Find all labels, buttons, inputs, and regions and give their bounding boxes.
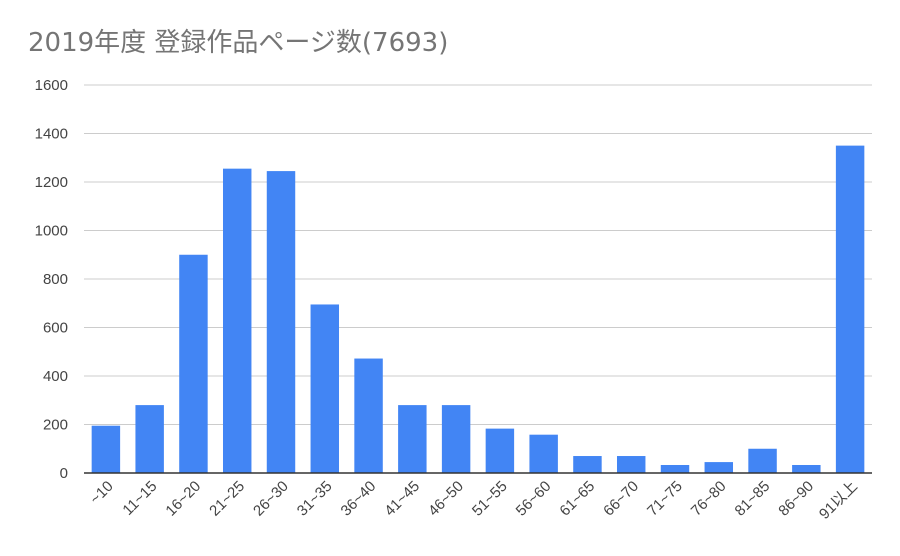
bar-7: [398, 405, 427, 473]
bar-17: [835, 145, 865, 473]
x-tick-label: 66~70: [600, 478, 642, 520]
x-tick-label: 56~60: [513, 478, 555, 520]
bar-5: [310, 304, 340, 473]
bar-0: [91, 425, 121, 473]
bar-15: [748, 448, 777, 473]
y-tick-label: 1600: [35, 77, 68, 94]
bar-14: [704, 462, 734, 473]
x-tick-label: 51~55: [469, 478, 511, 520]
bar-3: [222, 168, 252, 473]
bar-4: [266, 171, 296, 473]
x-tick-label: 26~30: [250, 478, 292, 520]
x-tick-label: 41~45: [381, 478, 423, 520]
x-tick-label: 46~50: [425, 478, 467, 520]
x-tick-label: ~10: [87, 478, 117, 508]
x-tick-label: 61~65: [556, 478, 598, 520]
y-tick-label: 800: [43, 271, 68, 288]
y-tick-label: 1000: [35, 223, 68, 240]
x-tick-label: 91以上: [816, 478, 861, 523]
x-tick-label: 16~20: [162, 478, 204, 520]
y-tick-label: 1400: [35, 126, 68, 143]
bar-16: [792, 464, 821, 473]
x-tick-label: 31~35: [294, 478, 336, 520]
x-tick-label: 21~25: [206, 478, 248, 520]
x-tick-label: 76~80: [688, 478, 730, 520]
bar-1: [135, 405, 164, 473]
bar-13: [660, 464, 690, 473]
bar-8: [441, 405, 471, 473]
x-tick-label: 11~15: [119, 478, 160, 519]
bar-6: [354, 358, 383, 473]
x-tick-label: 86~90: [775, 478, 817, 520]
x-tick-label: 81~85: [732, 478, 774, 520]
x-tick-label: 71~75: [644, 478, 686, 520]
bar-10: [529, 434, 558, 473]
y-tick-label: 600: [43, 320, 68, 337]
chart-title: 2019年度 登録作品ページ数(7693): [28, 28, 449, 58]
bar-2: [179, 254, 208, 473]
bar-11: [573, 456, 602, 473]
y-tick-label: 400: [43, 368, 68, 385]
y-tick-label: 1200: [35, 174, 68, 191]
x-tick-label: 36~40: [338, 478, 380, 520]
bar-12: [616, 456, 646, 473]
y-tick-label: 200: [43, 417, 68, 434]
y-tick-label: 0: [60, 465, 68, 482]
bar-9: [485, 428, 515, 473]
